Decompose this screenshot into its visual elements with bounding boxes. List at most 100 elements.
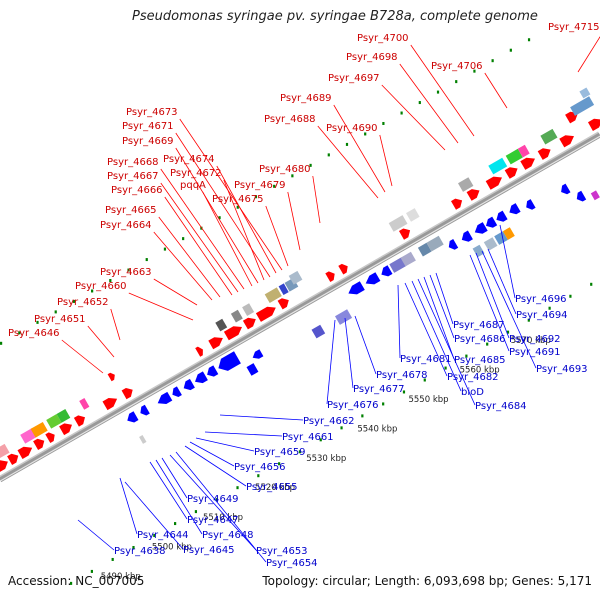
reverse-gene-arrow: [195, 371, 208, 384]
reverse-leader-line: [354, 315, 377, 375]
forward-gene-arrow: [208, 337, 223, 350]
reverse-gene-label: Psyr_4662: [303, 416, 355, 427]
reverse-gene-label: Psyr_4656: [234, 462, 286, 473]
genome-backbone: [0, 132, 600, 483]
forward-gene-label: Psyr_4664: [100, 220, 152, 231]
reverse-gene-arrow: [496, 210, 508, 222]
reverse-leader-line: [184, 445, 247, 487]
reverse-gene-label: Psyr_4647: [187, 515, 239, 526]
forward-leader-line: [333, 104, 386, 193]
reverse-gene-arrow: [252, 349, 264, 359]
forward-gene-label: Psyr_4688: [264, 114, 316, 125]
reverse-gene-box: [494, 231, 508, 245]
forward-gene-arrow: [33, 438, 45, 450]
kbp-label: 5540 kbp: [357, 424, 397, 434]
forward-leader-line: [160, 168, 245, 290]
tick-mark: [473, 69, 476, 73]
forward-gene-arrow: [255, 306, 276, 322]
kbp-label: 5560 kbp: [460, 366, 500, 376]
tick-mark: [215, 498, 218, 502]
reverse-leader-line: [195, 437, 255, 452]
tick-mark: [278, 462, 281, 466]
reverse-gene-box: [400, 251, 416, 267]
tick-mark: [309, 163, 312, 167]
forward-gene-box: [570, 96, 595, 116]
reverse-gene-box: [417, 242, 432, 257]
forward-leader-line: [312, 175, 321, 224]
tick-mark: [340, 426, 343, 430]
forward-gene-label: Psyr_4666: [111, 185, 163, 196]
forward-leader-line: [287, 191, 301, 251]
forward-gene-label: Psyr_4663: [100, 267, 152, 278]
tick-mark: [509, 48, 512, 52]
reverse-gene-arrow: [561, 183, 571, 195]
reverse-gene-label: Psyr_4655: [246, 482, 298, 493]
tick-mark: [174, 522, 177, 526]
reverse-gene-arrow: [207, 365, 219, 377]
forward-gene-arrow: [195, 346, 203, 357]
forward-leader-line: [153, 231, 213, 301]
forward-gene-box: [505, 148, 523, 165]
forward-gene-label: Psyr_4680: [259, 164, 311, 175]
reverse-gene-label: Psyr_4645: [183, 545, 235, 556]
forward-gene-label: Psyr_4651: [34, 314, 86, 325]
topology-label: Topology: circular; Length: 6,093,698 bp…: [262, 574, 592, 588]
forward-gene-label: Psyr_4646: [8, 328, 60, 339]
tick-mark: [319, 438, 322, 442]
tick-mark: [486, 342, 489, 346]
tick-mark: [298, 450, 302, 454]
reverse-gene-arrow: [526, 199, 536, 210]
reverse-leader-line: [219, 414, 304, 421]
reverse-gene-arrow: [461, 230, 473, 242]
reverse-leader-line: [204, 431, 283, 437]
tick-mark: [132, 545, 135, 549]
tick-mark: [109, 279, 112, 283]
tick-mark: [145, 258, 148, 262]
forward-gene-arrow: [485, 176, 502, 190]
tick-mark: [194, 510, 198, 514]
reverse-gene-label: Psyr_4638: [114, 546, 166, 557]
tick-mark: [402, 390, 406, 394]
forward-gene-label: Psyr_4700: [357, 33, 409, 44]
forward-gene-arrow: [325, 271, 335, 282]
tick-mark: [111, 557, 114, 561]
forward-leader-line: [265, 205, 289, 267]
tick-mark: [455, 80, 458, 84]
forward-leader-line: [202, 191, 253, 287]
forward-gene-label: Psyr_4698: [346, 52, 398, 63]
forward-leader-line: [216, 165, 277, 274]
reverse-gene-box: [483, 237, 498, 251]
tick-mark: [273, 184, 276, 188]
forward-leader-line: [317, 125, 379, 199]
tick-mark: [153, 534, 156, 538]
reverse-gene-arrow: [140, 404, 150, 416]
tick-mark: [382, 121, 385, 125]
reverse-gene-arrow: [381, 265, 393, 277]
tick-mark: [91, 289, 94, 293]
reverse-leader-line: [149, 461, 188, 520]
forward-gene-arrow: [59, 423, 72, 436]
tick-mark: [418, 101, 421, 105]
forward-gene-box: [388, 215, 408, 232]
reverse-leader-line: [423, 276, 455, 360]
reverse-gene-label: Psyr_4677: [353, 384, 405, 395]
reverse-leader-line: [169, 454, 257, 551]
tick-mark: [127, 268, 130, 272]
forward-gene-label: Psyr_4667: [107, 171, 159, 182]
reverse-gene-label: Psyr_4693: [536, 364, 588, 375]
forward-gene-arrow: [559, 135, 574, 148]
forward-leader-line: [410, 44, 475, 137]
tick-mark: [236, 486, 239, 490]
reverse-leader-line: [429, 274, 455, 339]
tick-mark: [257, 474, 260, 478]
kbp-label: 5570 kbp: [511, 336, 551, 346]
forward-gene-arrow: [107, 372, 115, 382]
forward-leader-line: [179, 118, 283, 271]
reverse-gene-arrow: [127, 411, 139, 423]
forward-gene-arrow: [338, 263, 348, 275]
forward-gene-box: [288, 270, 303, 285]
reverse-gene-label: Psyr_4694: [516, 310, 568, 321]
reverse-gene-label: Psyr_4687: [453, 320, 505, 331]
reverse-leader-line: [469, 254, 510, 352]
kbp-label: 5530 kbp: [306, 454, 346, 464]
